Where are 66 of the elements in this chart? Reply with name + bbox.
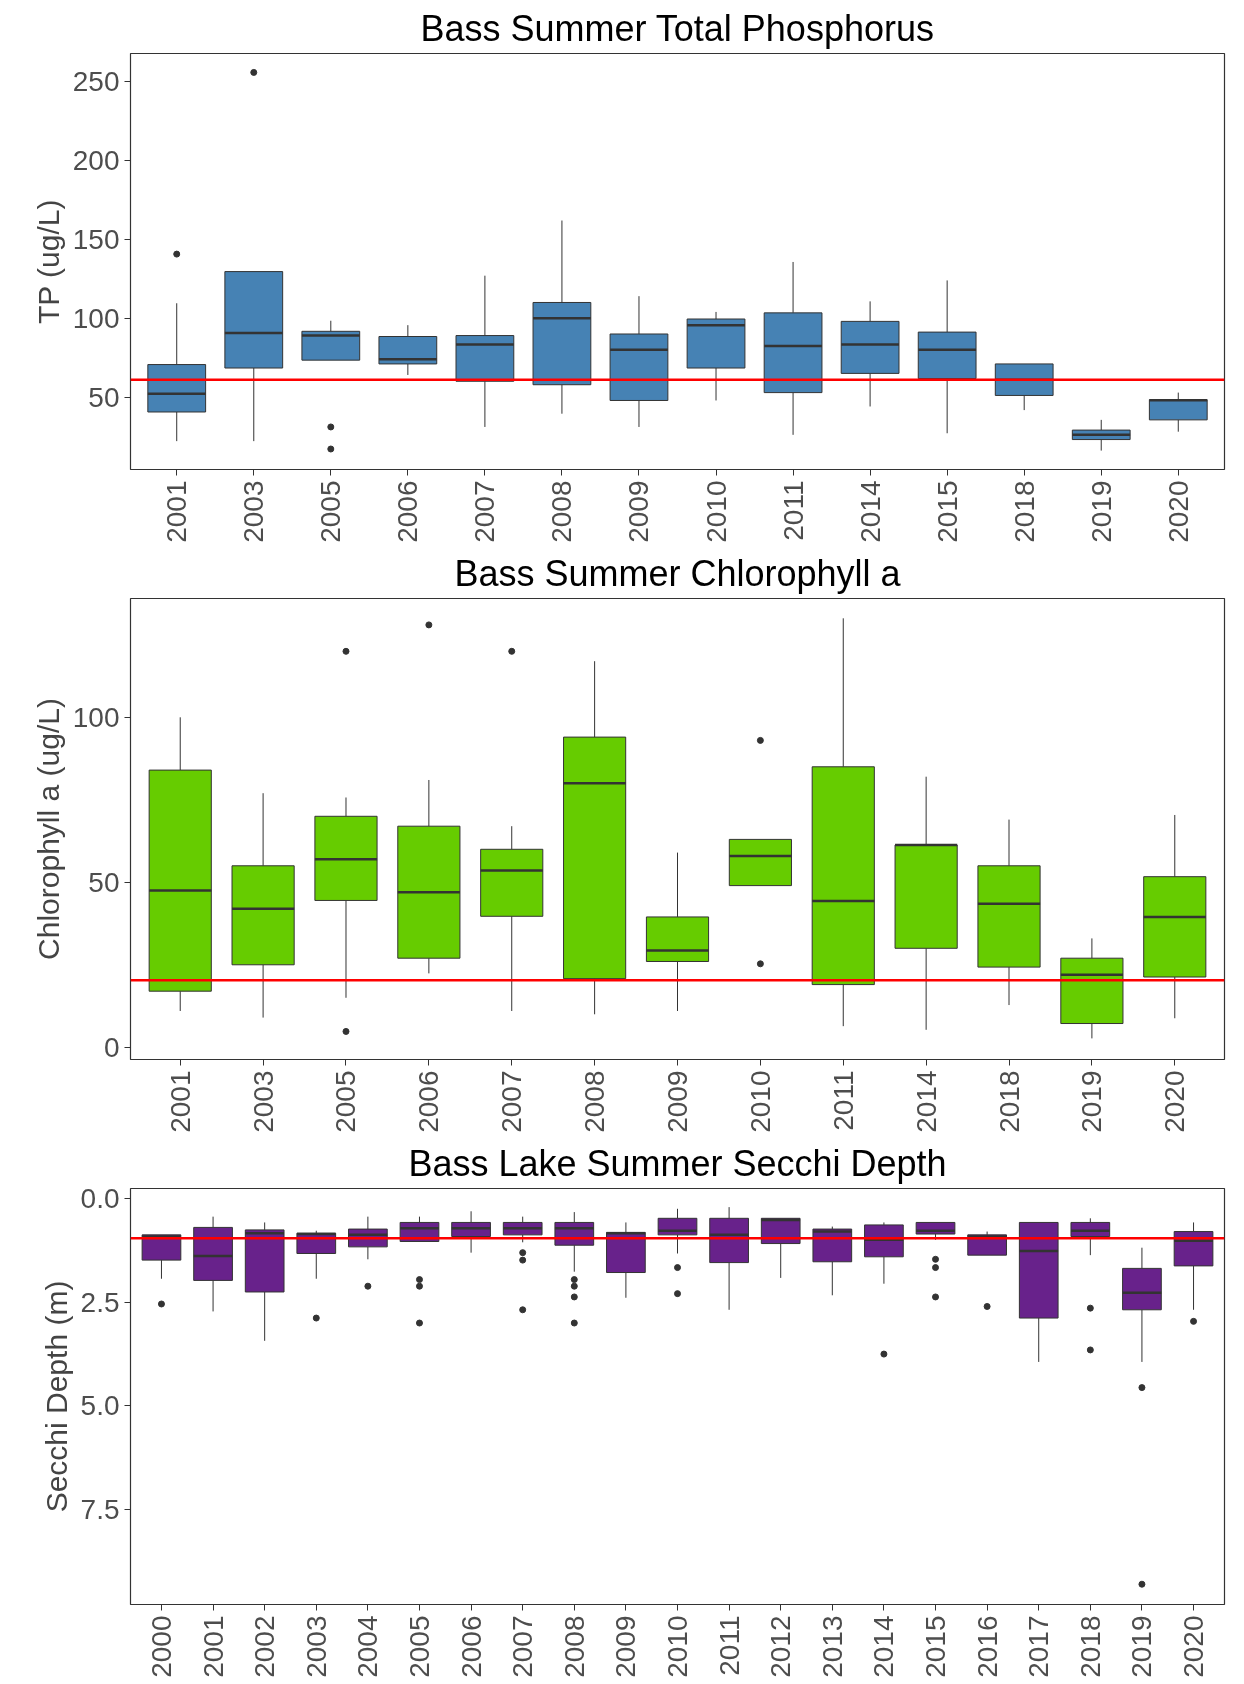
y-tick-label: 50 bbox=[88, 866, 120, 898]
chart-title: Bass Lake Summer Secchi Depth bbox=[408, 1142, 947, 1184]
x-tick-label: 2003 bbox=[247, 1070, 279, 1133]
x-tick-label: 2005 bbox=[315, 480, 347, 543]
x-tick-label: 2019 bbox=[1126, 1615, 1158, 1678]
x-tick-label: 2001 bbox=[197, 1615, 229, 1678]
x-tick-label: 2011 bbox=[777, 480, 809, 541]
x-tick-label: 2004 bbox=[352, 1615, 384, 1678]
x-tick-label: 2008 bbox=[546, 480, 578, 543]
x-tick-label: 2009 bbox=[662, 1070, 693, 1133]
y-tick-label: 150 bbox=[72, 223, 120, 255]
x-tick-label: 2005 bbox=[403, 1615, 435, 1678]
y-tick-label: 5.0 bbox=[80, 1390, 120, 1422]
x-tick-label: 2018 bbox=[1008, 480, 1040, 543]
x-tick-label: 2010 bbox=[744, 1070, 776, 1133]
x-tick-label: 2010 bbox=[662, 1615, 693, 1678]
y-axis-title: TP (ug/L) bbox=[31, 199, 65, 325]
x-tick-label: 2019 bbox=[1076, 1070, 1108, 1133]
x-tick-label: 2014 bbox=[854, 480, 886, 543]
chart-title: Bass Summer Chlorophyll a bbox=[454, 552, 902, 594]
x-tick-label: 2006 bbox=[392, 480, 424, 543]
x-tick-label: 2003 bbox=[300, 1615, 332, 1678]
y-tick-label: 100 bbox=[72, 302, 120, 334]
x-tick-label: 2020 bbox=[1178, 1615, 1210, 1678]
x-tick-label: 2011 bbox=[713, 1615, 745, 1676]
x-tick-label: 2009 bbox=[610, 1615, 642, 1678]
y-axis-title: Secchi Depth (m) bbox=[39, 1280, 73, 1513]
x-tick-label: 2008 bbox=[558, 1615, 590, 1678]
x-tick-label: 2020 bbox=[1162, 480, 1194, 543]
x-tick-label: 2018 bbox=[1074, 1615, 1106, 1678]
x-tick-label: 2000 bbox=[145, 1615, 177, 1678]
x-tick-label: 2013 bbox=[816, 1615, 848, 1678]
x-tick-label: 2006 bbox=[413, 1070, 445, 1133]
y-axis-title: Chlorophyll a (ug/L) bbox=[31, 698, 65, 960]
chart-title: Bass Summer Total Phosphorus bbox=[420, 7, 934, 49]
x-tick-label: 2017 bbox=[1023, 1615, 1055, 1678]
x-tick-label: 2014 bbox=[868, 1615, 900, 1678]
y-tick-label: 7.5 bbox=[80, 1493, 120, 1525]
y-tick-label: 250 bbox=[72, 66, 120, 98]
x-tick-label: 2008 bbox=[579, 1070, 611, 1133]
x-tick-label: 2014 bbox=[910, 1070, 942, 1133]
x-tick-label: 2020 bbox=[1159, 1070, 1191, 1133]
y-tick-label: 0 bbox=[103, 1031, 120, 1063]
x-tick-label: 2011 bbox=[827, 1070, 859, 1131]
x-tick-label: 2007 bbox=[507, 1615, 539, 1678]
y-tick-label: 200 bbox=[72, 145, 120, 177]
y-tick-label: 2.5 bbox=[80, 1286, 120, 1318]
x-tick-label: 2001 bbox=[164, 1070, 196, 1133]
y-tick-label: 100 bbox=[72, 701, 120, 733]
x-tick-label: 2007 bbox=[496, 1070, 528, 1133]
x-tick-label: 2005 bbox=[330, 1070, 362, 1133]
x-tick-label: 2018 bbox=[993, 1070, 1025, 1133]
x-tick-label: 2016 bbox=[971, 1615, 1003, 1678]
x-tick-label: 2009 bbox=[623, 480, 655, 543]
y-tick-label: 0.0 bbox=[80, 1183, 120, 1215]
x-tick-label: 2010 bbox=[700, 480, 732, 543]
x-tick-label: 2012 bbox=[765, 1615, 797, 1678]
x-tick-label: 2002 bbox=[249, 1615, 281, 1678]
x-tick-label: 2006 bbox=[455, 1615, 487, 1678]
x-tick-label: 2015 bbox=[931, 480, 963, 543]
x-tick-label: 2001 bbox=[161, 480, 193, 543]
x-tick-label: 2019 bbox=[1085, 480, 1117, 543]
y-tick-label: 50 bbox=[88, 381, 120, 413]
x-tick-label: 2003 bbox=[238, 480, 270, 543]
x-tick-label: 2007 bbox=[469, 480, 501, 543]
x-tick-label: 2015 bbox=[920, 1615, 952, 1678]
